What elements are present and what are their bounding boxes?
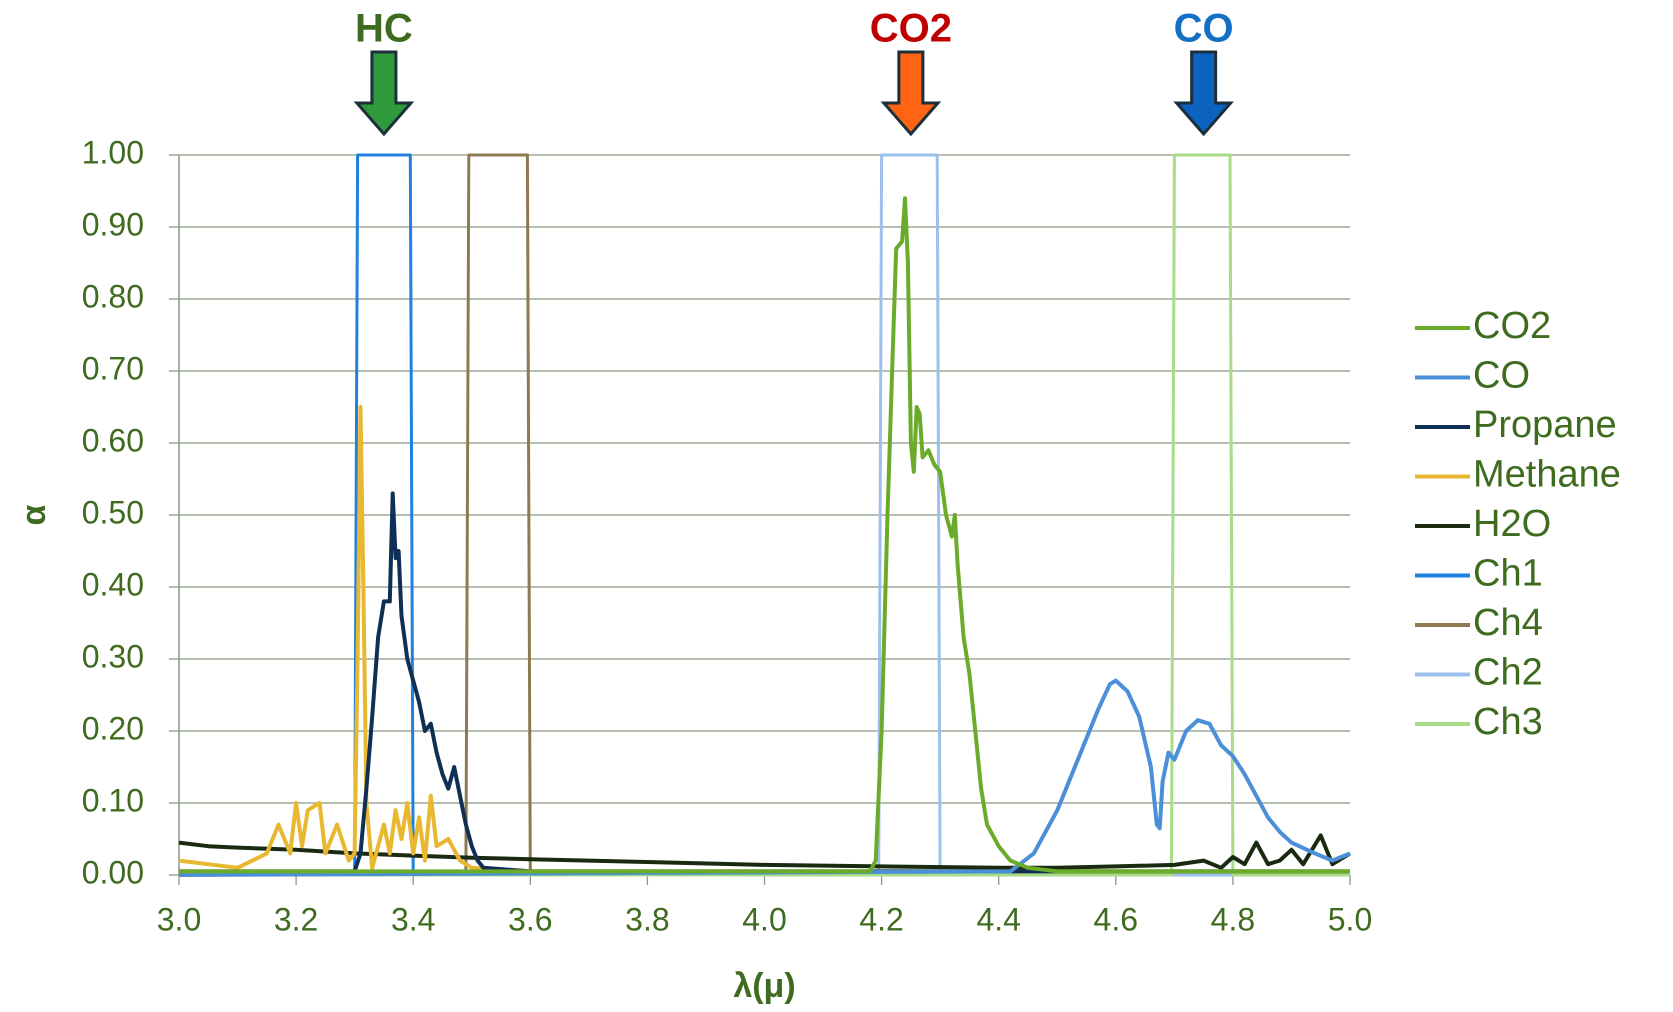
y-tick-label: 0.20 [82,710,144,746]
y-tick-label: 0.40 [82,566,144,602]
legend-label: Ch3 [1473,701,1543,743]
y-tick-label: 0.60 [82,422,144,458]
legend-label: Methane [1473,454,1621,496]
y-tick-label: 0.90 [82,206,144,242]
x-tick-label: 3.2 [274,901,318,937]
x-tick-label: 4.0 [742,901,786,937]
y-axis-label: α [15,504,53,525]
series-line [179,196,1350,874]
series-line [178,678,1351,877]
y-tick-label: 0.10 [82,782,144,818]
annotation-arrow [1173,50,1234,137]
legend-label: H2O [1473,503,1551,545]
legend-label: Ch4 [1473,602,1543,644]
x-tick-label: 4.6 [1094,901,1138,937]
x-tick-label: 4.8 [1211,901,1255,937]
series-line [179,153,1350,877]
x-tick-label: 3.4 [391,901,435,937]
y-tick-label: 0.00 [82,854,144,890]
x-tick-label: 3.0 [157,901,201,937]
legend-label: CO [1473,355,1530,397]
y-tick-label: 0.70 [82,350,144,386]
y-tick-label: 1.00 [82,134,144,170]
series-line [179,491,1350,874]
legend-label: CO2 [1473,305,1551,347]
x-tick-label: 3.6 [508,901,552,937]
x-tick-label: 3.8 [625,901,669,937]
x-tick-label: 4.4 [976,901,1020,937]
legend-label: Propane [1473,404,1617,446]
annotation-arrow [880,50,942,137]
annotation-arrow [353,50,415,137]
annotation-label: CO2 [870,7,952,51]
x-axis-label: λ(μ) [733,967,795,1005]
annotation-label: HC [355,7,413,51]
annotation-label: CO [1174,7,1234,51]
y-tick-label: 0.50 [82,494,144,530]
x-tick-label: 5.0 [1328,901,1372,937]
x-tick-label: 4.2 [859,901,903,937]
y-tick-label: 0.80 [82,278,144,314]
legend-label: Ch2 [1473,652,1543,694]
legend-label: Ch1 [1473,553,1543,595]
y-tick-label: 0.30 [82,638,144,674]
